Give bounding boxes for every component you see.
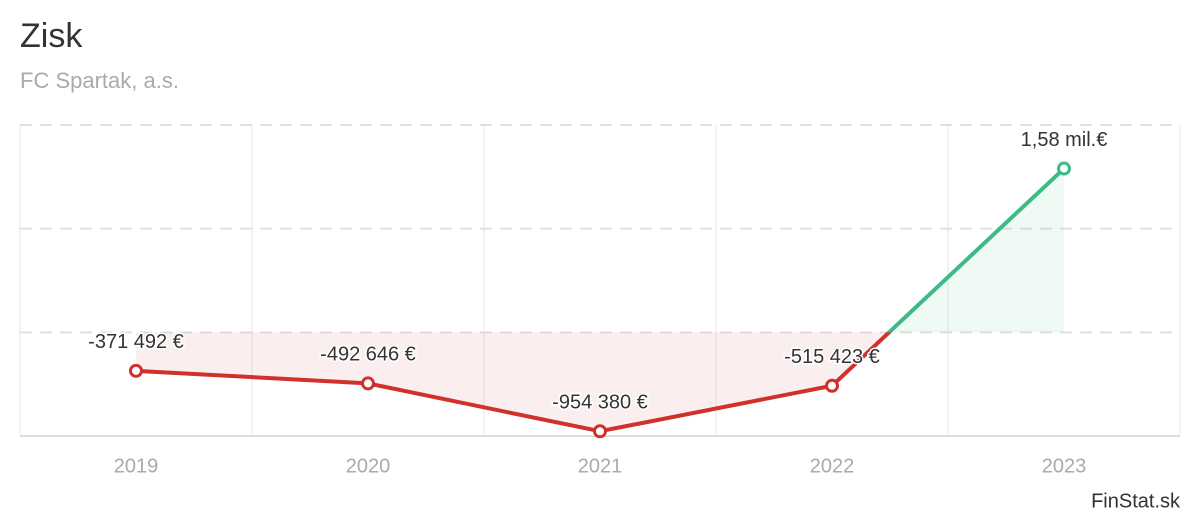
footer: FinStat.sk <box>1091 490 1181 512</box>
data-point <box>361 376 375 391</box>
x-tick-label: 2022 <box>810 455 855 477</box>
x-tick-label: 2023 <box>1042 455 1087 477</box>
chart-subtitle: FC Spartak, a.s. <box>20 68 179 93</box>
data-label: -492 646 € <box>320 344 416 366</box>
data-label: -371 492 € <box>88 331 184 353</box>
data-point <box>129 363 143 378</box>
x-tick-label: 2019 <box>114 455 159 477</box>
data-point <box>1057 161 1071 176</box>
data-point <box>593 424 607 439</box>
data-point <box>825 378 839 393</box>
data-label: -954 380 € <box>552 392 648 414</box>
data-label: 1,58 mil.€ <box>1021 129 1108 151</box>
area <box>136 168 1064 432</box>
x-tick-label: 2020 <box>346 455 391 477</box>
x-tick-label: 2021 <box>578 455 623 477</box>
data-label: -515 423 € <box>784 346 880 368</box>
chart-title: Zisk <box>20 17 83 55</box>
